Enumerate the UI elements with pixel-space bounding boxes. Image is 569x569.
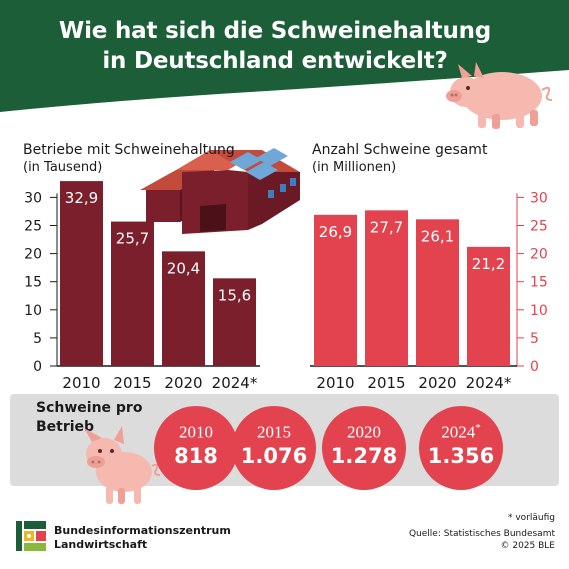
y-tick-label: 5 (33, 331, 42, 347)
x-tick-label: 2024* (212, 374, 258, 392)
bar-value-label: 21,2 (472, 255, 505, 273)
left-chart-subtitle: (in Tausend) (23, 160, 103, 175)
piglet-icon (84, 426, 161, 504)
x-tick-label: 2020 (164, 374, 202, 392)
y-tick-label: 10 (530, 303, 548, 319)
title-line-1: Wie hat sich die Schweinehaltung (58, 18, 492, 44)
per-farm-circle-2010: 2010 818 (154, 406, 238, 490)
per-farm-year: 2010 (179, 422, 213, 442)
per-farm-value: 818 (174, 443, 218, 468)
per-farm-label: Schweine pro Betrieb (36, 400, 143, 435)
y-tick-label: 25 (24, 219, 42, 235)
bar (162, 251, 205, 366)
bar (416, 219, 459, 366)
y-tick-label: 15 (24, 275, 42, 291)
pig-icon (446, 62, 553, 129)
bar (365, 210, 408, 366)
y-tick-label: 0 (530, 359, 539, 375)
x-tick-label: 2020 (418, 374, 456, 392)
org-line-1: Bundesinformationszentrum (54, 524, 231, 537)
y-tick-label: 10 (24, 303, 42, 319)
bar (60, 181, 103, 366)
per-farm-year: 2020 (347, 422, 381, 442)
per-farm-year: 2024* (441, 422, 481, 442)
header-banner (0, 0, 569, 112)
left-chart-title-block: Betriebe mit Schweinehaltung (in Tausend… (23, 141, 235, 177)
x-tick-label: 2010 (62, 374, 100, 392)
bar-value-label: 25,7 (116, 230, 149, 248)
y-tick-label: 5 (530, 331, 539, 347)
right-chart-title-block: Anzahl Schweine gesamt (in Millionen) (312, 141, 487, 177)
per-farm-value: 1.356 (427, 443, 495, 468)
org-name: Bundesinformationszentrum Landwirtschaft (54, 524, 231, 552)
x-tick-label: 2015 (367, 374, 405, 392)
bar (314, 214, 357, 366)
y-tick-label: 30 (530, 190, 548, 206)
x-tick-label: 2024* (466, 374, 512, 392)
page-title: Wie hat sich die Schweinehaltung in Deut… (40, 16, 510, 76)
per-farm-value: 1.076 (240, 443, 308, 468)
bar (213, 278, 256, 366)
bar-value-label: 26,1 (421, 227, 454, 245)
bar-value-label: 27,7 (370, 218, 403, 236)
bzl-logo (14, 519, 48, 553)
org-line-2: Landwirtschaft (54, 538, 148, 551)
y-tick-label: 30 (24, 190, 42, 206)
x-tick-label: 2015 (113, 374, 151, 392)
bar-value-label: 20,4 (167, 259, 200, 277)
per-farm-circle-2024: 2024* 1.356 (419, 406, 503, 490)
title-line-2: in Deutschland entwickelt? (102, 48, 448, 74)
y-tick-label: 15 (530, 275, 548, 291)
y-tick-label: 25 (530, 219, 548, 235)
per-farm-circle-2020: 2020 1.278 (322, 406, 406, 490)
bar (467, 246, 510, 366)
barn-icon (140, 148, 300, 234)
per-farm-circle-2015: 2015 1.076 (232, 406, 316, 490)
footnote: * vorläufig (508, 513, 555, 523)
bar-value-label: 32,9 (65, 189, 98, 207)
per-farm-year: 2015 (257, 422, 291, 442)
y-tick-label: 20 (24, 247, 42, 263)
y-tick-label: 20 (530, 247, 548, 263)
right-chart-subtitle: (in Millionen) (312, 160, 397, 175)
x-tick-label: 2010 (316, 374, 354, 392)
right-chart-title: Anzahl Schweine gesamt (312, 142, 488, 158)
per-farm-value: 1.278 (330, 443, 398, 468)
source-note: Quelle: Statistisches Bundesamt © 2025 B… (409, 528, 555, 552)
bar-value-label: 15,6 (218, 286, 251, 304)
bar-value-label: 26,9 (319, 223, 352, 241)
source-line-1: Quelle: Statistisches Bundesamt (408, 529, 555, 539)
source-line-2: © 2025 BLE (500, 541, 555, 551)
y-tick-label: 0 (33, 359, 42, 375)
left-chart-title: Betriebe mit Schweinehaltung (23, 142, 235, 158)
bar (111, 221, 154, 366)
